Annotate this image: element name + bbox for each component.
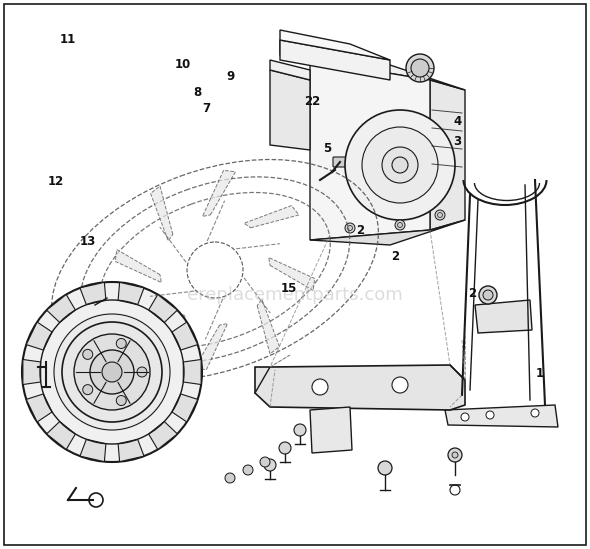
Polygon shape [255, 365, 465, 410]
Circle shape [116, 395, 126, 406]
Circle shape [312, 379, 328, 395]
Polygon shape [244, 205, 299, 228]
Circle shape [382, 147, 418, 183]
Text: 10: 10 [175, 58, 191, 71]
FancyBboxPatch shape [333, 157, 349, 167]
Polygon shape [257, 299, 280, 354]
Polygon shape [183, 360, 201, 384]
Circle shape [392, 377, 408, 393]
Circle shape [90, 350, 134, 394]
Polygon shape [27, 322, 52, 350]
Polygon shape [270, 70, 310, 150]
Circle shape [83, 349, 93, 360]
Text: ereplacementparts.com: ereplacementparts.com [187, 286, 403, 304]
Circle shape [345, 223, 355, 233]
Polygon shape [310, 407, 352, 453]
Polygon shape [27, 394, 52, 422]
Polygon shape [47, 294, 76, 322]
Circle shape [345, 110, 455, 220]
Polygon shape [47, 422, 76, 450]
Polygon shape [310, 220, 465, 245]
Circle shape [438, 212, 442, 217]
Polygon shape [430, 80, 465, 230]
Polygon shape [115, 250, 161, 283]
Circle shape [102, 362, 122, 382]
Polygon shape [23, 360, 41, 384]
Circle shape [362, 127, 438, 203]
Polygon shape [270, 60, 310, 80]
Circle shape [294, 424, 306, 436]
Polygon shape [280, 40, 390, 80]
Circle shape [448, 448, 462, 462]
Polygon shape [280, 40, 350, 65]
Polygon shape [131, 312, 186, 334]
Polygon shape [310, 60, 430, 240]
Circle shape [486, 411, 494, 419]
Text: 22: 22 [304, 95, 321, 108]
Polygon shape [172, 322, 198, 350]
Polygon shape [149, 422, 178, 450]
Circle shape [395, 220, 405, 230]
Circle shape [378, 461, 392, 475]
Text: 2: 2 [356, 224, 364, 237]
Text: 13: 13 [79, 235, 96, 248]
Polygon shape [118, 439, 144, 462]
Circle shape [279, 442, 291, 454]
Circle shape [435, 210, 445, 220]
Circle shape [137, 367, 147, 377]
Circle shape [461, 413, 469, 421]
Circle shape [452, 452, 458, 458]
Circle shape [411, 59, 429, 77]
Circle shape [392, 157, 408, 173]
Circle shape [406, 54, 434, 82]
Polygon shape [195, 324, 228, 369]
Text: 15: 15 [281, 282, 297, 295]
Circle shape [225, 473, 235, 483]
Text: 7: 7 [202, 102, 211, 115]
Circle shape [62, 322, 162, 422]
Text: 4: 4 [453, 115, 461, 128]
Circle shape [243, 465, 253, 475]
Polygon shape [475, 300, 532, 333]
Circle shape [398, 222, 402, 227]
Circle shape [348, 226, 352, 231]
Polygon shape [80, 439, 106, 462]
Circle shape [22, 282, 202, 462]
Circle shape [479, 286, 497, 304]
Circle shape [260, 457, 270, 467]
Polygon shape [150, 186, 173, 241]
Circle shape [54, 314, 170, 430]
Text: 8: 8 [194, 86, 202, 99]
Polygon shape [310, 60, 465, 90]
Text: 2: 2 [468, 287, 476, 300]
Polygon shape [268, 257, 314, 290]
Circle shape [531, 409, 539, 417]
Text: 12: 12 [48, 175, 64, 188]
Circle shape [264, 459, 276, 471]
Text: 1: 1 [536, 367, 544, 380]
Polygon shape [445, 405, 558, 427]
Text: 5: 5 [323, 142, 332, 155]
Text: 3: 3 [453, 135, 461, 148]
Text: 11: 11 [60, 33, 76, 46]
Polygon shape [172, 394, 198, 422]
Circle shape [116, 339, 126, 349]
Circle shape [83, 385, 93, 395]
Circle shape [483, 290, 493, 300]
Polygon shape [149, 294, 178, 322]
Circle shape [74, 334, 150, 410]
Polygon shape [280, 30, 390, 60]
Text: 2: 2 [391, 250, 399, 264]
Polygon shape [80, 282, 106, 305]
Polygon shape [118, 282, 144, 305]
Polygon shape [202, 170, 235, 216]
Text: 9: 9 [226, 70, 234, 83]
